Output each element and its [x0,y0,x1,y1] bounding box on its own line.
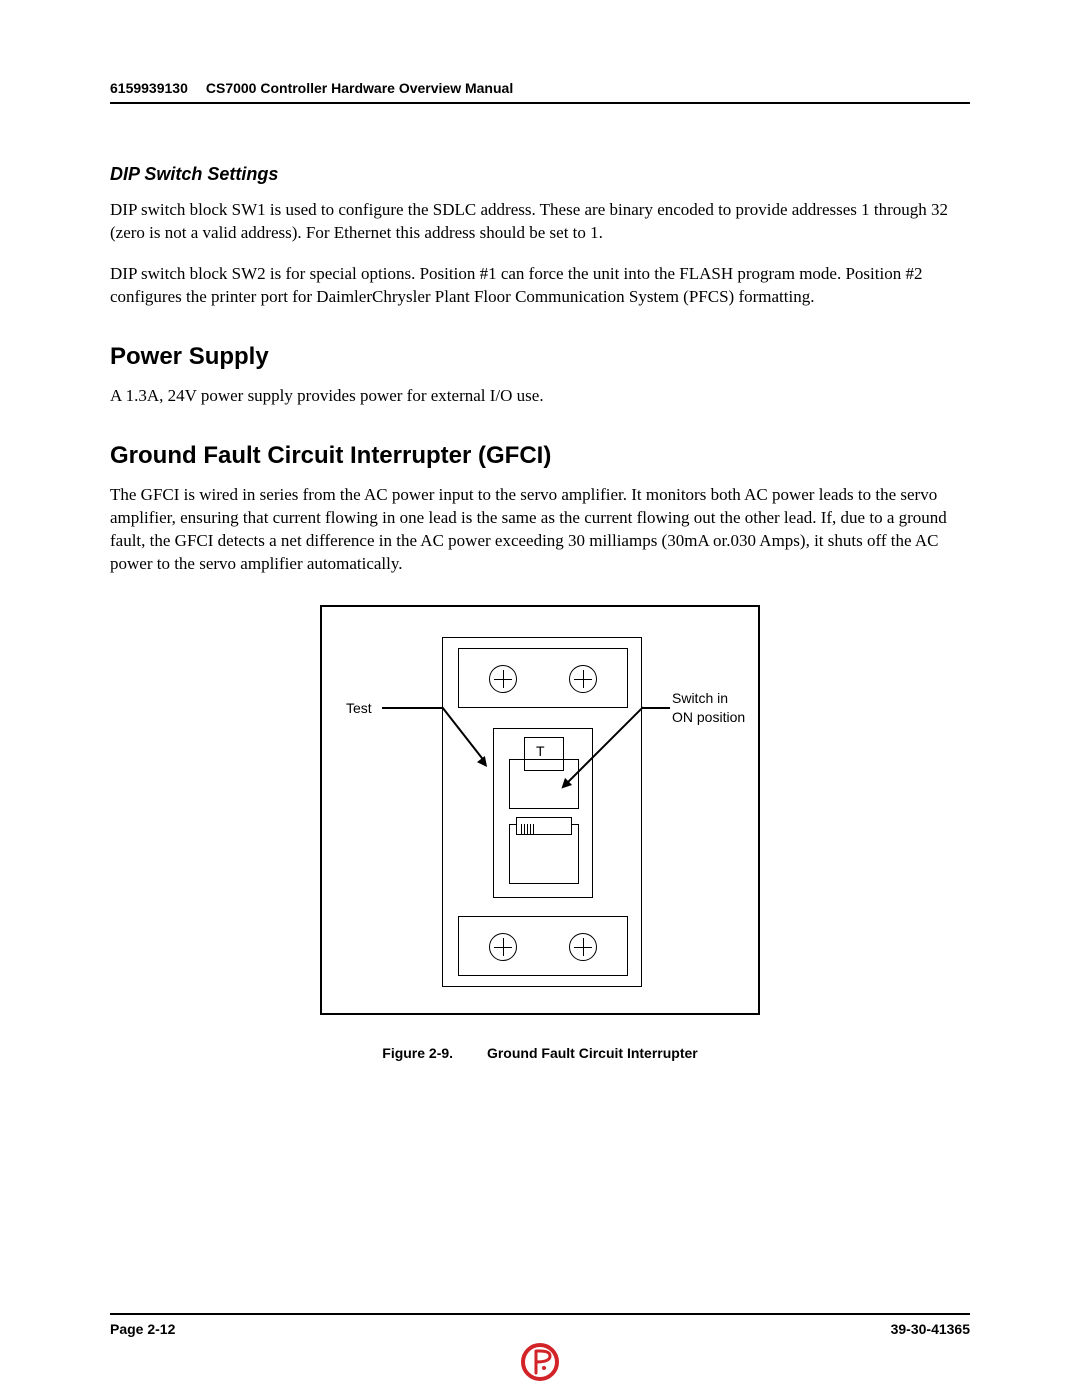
dip-switch-heading: DIP Switch Settings [110,164,970,185]
document-page: 6159939130 CS7000 Controller Hardware Ov… [0,0,1080,1397]
dip-p1: DIP switch block SW1 is used to configur… [110,199,970,245]
figure-title: Ground Fault Circuit Interrupter [487,1045,698,1061]
doc-id: 6159939130 [110,80,188,96]
page-number: Page 2-12 [110,1321,175,1337]
gfci-heading: Ground Fault Circuit Interrupter (GFCI) [110,442,970,470]
leader-line-test [382,707,442,709]
screw-icon [569,665,597,693]
label-switch-on: Switch in ON position [672,689,752,725]
footer-line: Page 2-12 39-30-41365 [110,1313,970,1337]
gfci-mid-block: T [493,728,593,898]
screw-icon [489,933,517,961]
gfci-p1: The GFCI is wired in series from the AC … [110,484,970,576]
test-mark: T [536,743,545,759]
screw-icon [569,933,597,961]
figure-frame: Test Switch in ON position T [320,605,760,1015]
dip-p2: DIP switch block SW2 is for special opti… [110,263,970,309]
figure-2-9: Test Switch in ON position T [110,605,970,1061]
switch-grip-icon [521,821,539,831]
page-footer: Page 2-12 39-30-41365 [110,1313,970,1337]
power-supply-heading: Power Supply [110,343,970,371]
power-p1: A 1.3A, 24V power supply provides power … [110,385,970,408]
terminal-block-top [458,648,628,708]
brand-logo-icon [520,1342,560,1387]
screw-icon [489,665,517,693]
switch-handle [516,817,572,835]
terminal-block-bottom [458,916,628,976]
figure-number: Figure 2-9. [382,1045,453,1061]
doc-title: CS7000 Controller Hardware Overview Manu… [206,80,513,96]
footer-code: 39-30-41365 [891,1321,970,1337]
label-test: Test [346,699,372,717]
figure-caption: Figure 2-9. Ground Fault Circuit Interru… [382,1045,697,1061]
page-header: 6159939130 CS7000 Controller Hardware Ov… [110,80,970,104]
leader-line-on [642,707,670,709]
gfci-device: T [442,637,642,987]
